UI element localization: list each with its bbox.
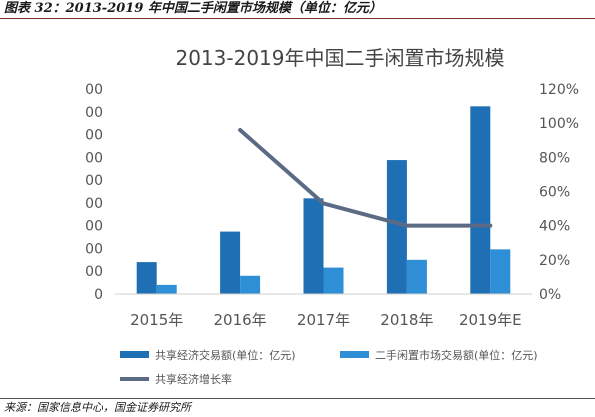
y-right-tick-label: 120% — [539, 82, 579, 98]
y-left-tick-label: 0 — [94, 287, 103, 303]
x-tick-label: 2018年 — [380, 311, 433, 329]
y-left-tick-label: 25000 — [85, 173, 103, 189]
growth-rate-point — [405, 224, 409, 228]
y-right-tick-label: 0% — [539, 287, 561, 303]
figure-caption: 图表 32：2013-2019 年中国二手闲置市场规模（单位：亿元） — [4, 1, 382, 16]
x-tick-label: 2015年 — [130, 311, 183, 329]
secondhand-market-bar — [323, 267, 344, 294]
y-left-tick-label: 40000 — [85, 105, 103, 121]
y-left-tick-label: 20000 — [85, 196, 103, 212]
y-left-tick-label: 35000 — [85, 128, 103, 144]
y-right-tick-label: 100% — [539, 116, 579, 132]
legend-label: 二手闲置市场交易额(单位：亿元) — [375, 348, 538, 362]
legend-swatch — [120, 351, 149, 358]
y-left-tick-label: 10000 — [85, 241, 103, 257]
source-divider — [0, 398, 595, 399]
sharing-economy-bar — [303, 198, 324, 294]
caption-divider — [0, 18, 595, 19]
y-right-tick-label: 80% — [539, 150, 570, 166]
secondhand-market-bar — [490, 249, 511, 294]
y-left-tick-label: 30000 — [85, 150, 103, 166]
x-tick-label: 2017年 — [297, 311, 350, 329]
growth-rate-point — [488, 224, 492, 228]
growth-rate-point — [322, 201, 325, 205]
growth-rate-line — [238, 128, 493, 228]
sharing-economy-bar — [386, 160, 407, 294]
y-right-tick-label: 60% — [539, 185, 570, 201]
legend-label: 共享经济交易额(单位：亿元) — [155, 348, 296, 362]
source-note: 来源：国家信息中心，国金证券研究所 — [4, 401, 191, 414]
chart-container: 2013-2019年中国二手闲置市场规模 0 5000 10000 15000 2000… — [58, 22, 595, 397]
y-right-tick-label: 40% — [539, 219, 570, 235]
x-tick-label: 2019年E — [459, 311, 522, 329]
y-left-tick-label: 15000 — [85, 219, 103, 235]
growth-rate-point — [238, 128, 242, 132]
legend-swatch — [340, 351, 369, 358]
secondhand-market-bar — [156, 284, 177, 294]
y-left-tick-label: 45000 — [85, 82, 103, 98]
sharing-economy-bar — [220, 231, 241, 294]
legend-label: 共享经济增长率 — [155, 372, 232, 386]
sharing-economy-bar — [470, 106, 491, 294]
sharing-economy-bar — [136, 262, 157, 294]
chart-title: 2013-2019年中国二手闲置市场规模 — [175, 46, 504, 70]
y-right-tick-label: 20% — [539, 253, 570, 269]
x-tick-label: 2016年 — [214, 311, 267, 329]
y-left-tick-label: 5000 — [85, 264, 103, 280]
secondhand-market-bar — [406, 259, 427, 294]
chart-svg: 2013-2019年中国二手闲置市场规模 0 5000 10000 15000 2000… — [58, 46, 579, 386]
secondhand-market-bar — [240, 275, 261, 294]
